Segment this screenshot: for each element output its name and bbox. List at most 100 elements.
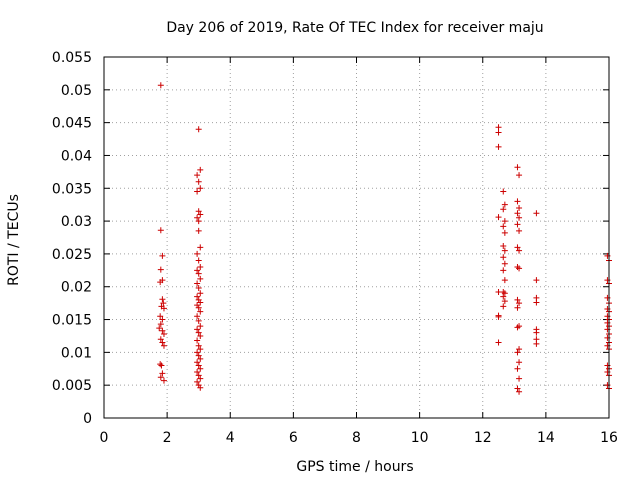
y-tick-label: 0.05: [61, 83, 92, 99]
data-point: [516, 247, 523, 254]
data-point: [197, 211, 204, 218]
data-point: [197, 346, 204, 353]
data-point: [197, 275, 204, 282]
data-point: [195, 126, 202, 133]
data-point: [514, 164, 521, 171]
data-point: [501, 290, 508, 297]
data-point: [194, 337, 201, 344]
data-point: [157, 313, 164, 320]
data-points: [156, 82, 612, 395]
data-point: [516, 359, 523, 366]
data-point: [197, 375, 204, 382]
data-point: [195, 227, 202, 234]
x-tick-label: 2: [163, 430, 172, 446]
tick-labels: 0 2 4 6 8 10 12 14 16 0 0.005 0.01 0.015 0.02 0.025 0.0…: [52, 50, 618, 446]
data-point: [197, 264, 204, 271]
data-point: [516, 214, 523, 221]
data-point: [197, 365, 204, 372]
data-point: [197, 299, 204, 306]
data-point: [501, 218, 508, 225]
data-point: [157, 266, 164, 273]
data-point: [194, 326, 201, 333]
data-point: [195, 208, 202, 215]
data-point: [501, 247, 508, 254]
data-point: [157, 279, 164, 286]
x-tick-label: 16: [600, 430, 618, 446]
data-point: [160, 342, 167, 349]
data-point: [195, 304, 202, 311]
data-point: [514, 296, 521, 303]
data-point: [495, 124, 502, 131]
x-axis-label: GPS time / hours: [296, 459, 413, 475]
data-point: [495, 129, 502, 136]
data-point: [159, 370, 166, 377]
data-point: [197, 384, 204, 391]
data-point: [197, 332, 204, 339]
x-tick-label: 14: [537, 430, 555, 446]
data-point: [195, 178, 202, 185]
data-point: [516, 388, 523, 395]
data-point: [516, 346, 523, 353]
data-point: [194, 267, 201, 274]
data-point: [159, 327, 166, 334]
data-point: [195, 372, 202, 379]
data-point: [533, 277, 540, 284]
y-tick-label: 0: [83, 411, 92, 427]
data-point: [194, 349, 201, 356]
data-point: [197, 244, 204, 251]
data-point: [533, 340, 540, 347]
data-point: [157, 321, 164, 328]
data-point: [156, 325, 163, 332]
data-point: [500, 243, 507, 250]
data-point: [514, 304, 521, 311]
data-point: [516, 172, 523, 179]
data-point: [197, 185, 204, 192]
data-point: [195, 329, 202, 336]
data-point: [157, 82, 164, 89]
data-point: [514, 221, 521, 228]
data-point: [194, 293, 201, 300]
data-point: [514, 244, 521, 251]
data-point: [501, 298, 508, 305]
data-point: [159, 339, 166, 346]
x-tick-label: 12: [474, 430, 492, 446]
data-point: [501, 277, 508, 284]
data-point: [501, 229, 508, 236]
data-point: [500, 267, 507, 274]
data-point: [516, 265, 523, 272]
data-point: [514, 365, 521, 372]
x-tick-label: 10: [411, 430, 429, 446]
data-point: [157, 374, 164, 381]
plot-frame: [103, 56, 610, 419]
data-point: [159, 316, 166, 323]
x-tick-label: 0: [100, 430, 109, 446]
data-point: [194, 313, 201, 320]
grid: [104, 57, 609, 418]
data-point: [533, 299, 540, 306]
data-point: [159, 252, 166, 259]
data-point: [157, 336, 164, 343]
y-tick-label: 0.02: [61, 280, 92, 296]
data-point: [157, 227, 164, 234]
data-point: [194, 378, 201, 385]
data-point: [194, 214, 201, 221]
data-point: [500, 303, 507, 310]
data-point: [495, 214, 502, 221]
data-point: [194, 359, 201, 366]
data-point: [495, 313, 502, 320]
data-point: [197, 355, 204, 362]
data-point: [500, 254, 507, 261]
data-point: [197, 308, 204, 315]
data-point: [516, 375, 523, 382]
data-point: [516, 227, 523, 234]
data-point: [194, 280, 201, 287]
data-point: [197, 290, 204, 297]
data-point: [159, 296, 166, 303]
y-tick-label: 0.04: [61, 148, 92, 164]
data-point: [195, 317, 202, 324]
data-point: [514, 198, 521, 205]
y-tick-label: 0.015: [52, 313, 92, 329]
chart-title: Day 206 of 2019, Rate Of TEC Index for r…: [166, 20, 543, 36]
